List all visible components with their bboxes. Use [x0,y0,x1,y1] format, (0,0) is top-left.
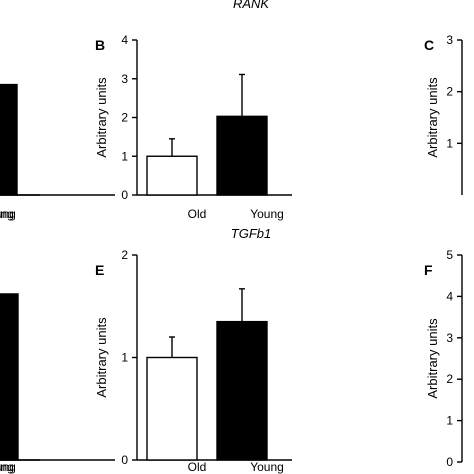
bar-old [146,155,198,196]
y-tick-label: 1 [446,136,453,150]
bar-young [216,320,268,461]
y-tick-label: 1 [121,149,128,163]
chart-title: RANK [233,0,270,11]
y-axis-label: Arbitrary units [425,77,440,158]
chart-title: TGFb1 [231,226,271,241]
chart-panel-e: E TGFb1 0 1 2 Arbitrary units Old Young [94,226,292,474]
y-axis-label: Arbitrary units [94,317,109,398]
bar-young [0,293,19,461]
category-label: Young [250,207,284,221]
y-tick-label: 1 [121,351,128,365]
y-tick-label: 0 [446,455,453,469]
chart-panel-b: B RANK 0 1 2 3 4 Arbitrary units Old Young [94,0,292,221]
panel-letter: C [424,37,434,53]
chart-panel-f: F 0 1 2 3 4 5 Arbitrary units [424,248,463,469]
chart-panel-c: C 1 2 3 Arbitrary units [424,33,463,195]
y-tick-label: 0 [121,188,128,202]
y-tick-label: 3 [121,72,128,86]
chart-panel-d: 012YoungYoung [0,293,115,474]
bar-young [0,83,18,196]
y-tick-label: 4 [446,289,453,303]
category-label-clipped: Young [0,207,14,221]
y-tick-label: 2 [446,372,453,386]
y-tick-label: 1 [446,414,453,428]
y-axis-label: Arbitrary units [94,77,109,158]
category-label: Old [188,460,207,474]
category-label: Old [188,207,207,221]
panel-letter: F [424,262,433,278]
y-tick-label: 2 [446,85,453,99]
y-tick-label: 0 [121,453,128,467]
category-label-clipped: Young [0,460,14,474]
category-label: Young [0,207,16,221]
category-label: Young [250,460,284,474]
y-tick-label: 3 [446,33,453,47]
y-tick-label: 5 [446,248,453,262]
y-tick-label: 2 [121,248,128,262]
bar-young [216,115,268,196]
y-tick-label: 4 [121,33,128,47]
chart-panel-a: 01234YoungYoung [0,83,115,221]
bar-old [146,356,198,461]
y-tick-label: 2 [121,111,128,125]
category-label: Young [0,460,16,474]
y-axis-label: Arbitrary units [425,318,440,399]
panel-letter: E [95,262,104,278]
panel-letter: B [95,37,105,53]
y-tick-label: 3 [446,331,453,345]
